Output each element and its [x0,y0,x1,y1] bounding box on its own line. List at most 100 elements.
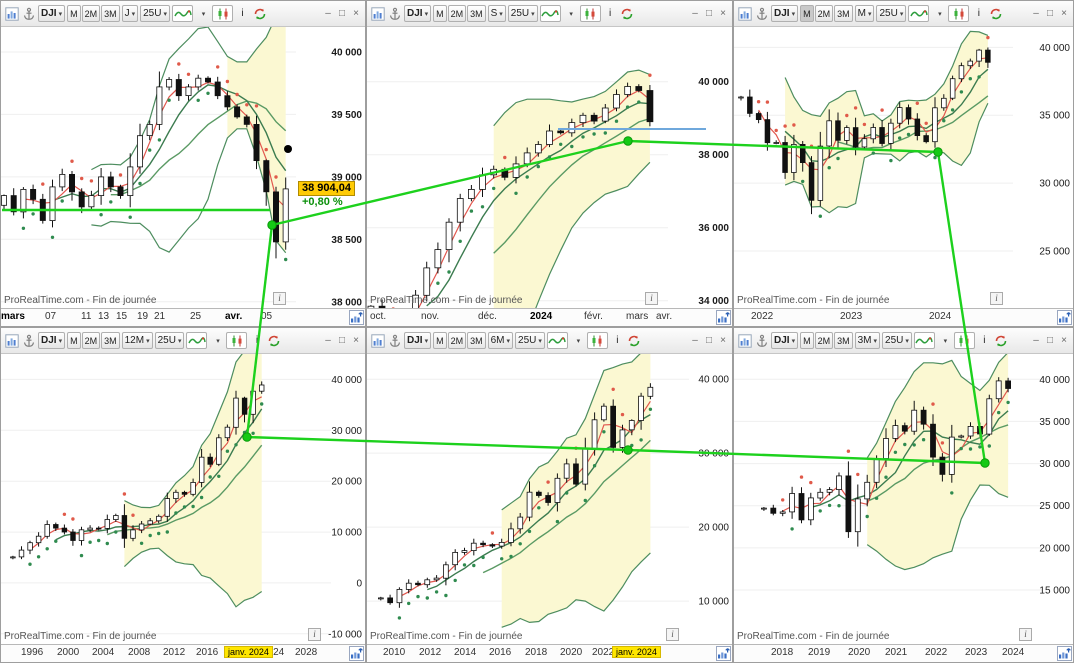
chart-style-dropdown-icon[interactable]: ▾ [938,10,942,18]
close-button[interactable]: × [720,335,726,346]
minimize-button[interactable]: – [1033,335,1039,346]
anchor-icon[interactable] [387,6,402,22]
period-button-m[interactable]: M [433,5,447,22]
period-button-2m[interactable]: 2M [81,5,101,22]
info-icon[interactable]: i [609,8,612,19]
timeframe-select[interactable]: M ▾ [854,5,875,22]
refresh-icon[interactable] [252,6,267,22]
refresh-icon[interactable] [620,6,635,22]
publish-chart-button[interactable] [716,310,731,325]
period-button-m[interactable]: M [800,5,814,22]
chart-info-button[interactable]: i [1019,628,1032,641]
candlestick-style-icon[interactable] [579,5,601,22]
minimize-button[interactable]: – [1033,8,1039,19]
info-icon[interactable]: i [241,8,244,19]
timeframe-select[interactable]: J ▾ [121,5,139,22]
symbol-select[interactable]: DJI ▾ [38,332,66,349]
chart-window-icon[interactable] [4,6,19,22]
chart-info-button[interactable]: i [308,628,321,641]
info-icon[interactable]: i [983,335,986,346]
period-button-2m[interactable]: 2M [814,332,834,349]
period-button-3m[interactable]: 3M [467,5,486,22]
chart-window-icon[interactable] [737,333,752,349]
timeframe-select[interactable]: 12M ▾ [121,332,153,349]
indicator-wave-icon[interactable] [539,5,561,22]
close-button[interactable]: × [720,8,726,19]
period-button-m[interactable]: M [67,332,81,349]
publish-chart-button[interactable] [349,310,364,325]
chart-info-button[interactable]: i [990,292,1003,305]
candlestick-style-icon[interactable] [226,332,248,349]
period-button-3m[interactable]: 3M [101,332,120,349]
chart-style-dropdown-icon[interactable]: ▾ [943,337,948,345]
symbol-select[interactable]: DJI ▾ [38,5,66,22]
candlestick-style-icon[interactable] [212,5,233,22]
chart-window-icon[interactable] [370,333,385,349]
anchor-icon[interactable] [754,333,769,349]
chart-info-button[interactable]: i [666,628,679,641]
chart-style-dropdown-icon[interactable]: ▾ [201,10,206,18]
info-icon[interactable]: i [255,335,259,346]
info-icon[interactable]: i [616,335,619,346]
close-button[interactable]: × [353,335,359,346]
period-button-2m[interactable]: 2M [447,5,467,22]
info-icon[interactable]: i [977,8,980,19]
period-button-3m[interactable]: 3M [101,5,120,22]
symbol-select[interactable]: DJI ▾ [771,5,799,22]
chart-area[interactable]: 40 000 30 000 20 000 10 000 0 -10 000 ProReal… [1,354,365,644]
period-button-2m[interactable]: 2M [814,5,834,22]
chart-area[interactable]: 40 000 35 000 30 000 25 000 ProRealTime.com… [734,27,1073,308]
indicator-wave-icon[interactable] [172,5,193,22]
candlestick-style-icon[interactable] [953,332,975,349]
publish-chart-button[interactable] [1057,310,1072,325]
refresh-icon[interactable] [627,333,642,349]
symbol-select[interactable]: DJI ▾ [404,5,432,22]
indicator-wave-icon[interactable] [913,332,935,349]
anchor-icon[interactable] [754,6,769,22]
units-select[interactable]: 25U ▾ [876,5,907,22]
period-button-3m[interactable]: 3M [834,332,853,349]
period-button-2m[interactable]: 2M [447,332,467,349]
chart-area[interactable]: 40 000 38 000 36 000 34 000 ProRealTime.com… [367,27,732,308]
chart-area[interactable]: 40 000 39 500 39 000 38 500 38 000 ProRealTi… [1,27,365,308]
chart-info-button[interactable]: i [645,292,658,305]
timeframe-select[interactable]: 6M ▾ [487,332,514,349]
anchor-icon[interactable] [21,6,36,22]
minimize-button[interactable]: – [692,8,698,19]
minimize-button[interactable]: – [325,8,331,19]
maximize-button[interactable]: □ [1046,8,1054,19]
units-select[interactable]: 25U ▾ [882,332,912,349]
units-select[interactable]: 25U ▾ [154,332,185,349]
period-button-3m[interactable]: 3M [834,5,853,22]
anchor-icon[interactable] [387,333,402,349]
maximize-button[interactable]: □ [338,335,346,346]
maximize-button[interactable]: □ [705,8,713,19]
maximize-button[interactable]: □ [705,335,713,346]
symbol-select[interactable]: DJI ▾ [771,332,799,349]
refresh-icon[interactable] [266,333,281,349]
chart-style-dropdown-icon[interactable]: ▾ [576,337,581,345]
period-button-3m[interactable]: 3M [467,332,486,349]
indicator-wave-icon[interactable] [186,332,208,349]
units-select[interactable]: 25U ▾ [507,5,538,22]
refresh-icon[interactable] [988,6,1003,22]
close-button[interactable]: × [1061,8,1067,19]
chart-area[interactable]: 40 000 30 000 20 000 10 000 ProRealTime.com… [367,354,732,644]
publish-chart-button[interactable] [1057,646,1072,661]
chart-window-icon[interactable] [370,6,385,22]
indicator-wave-icon[interactable] [908,5,930,22]
symbol-select[interactable]: DJI ▾ [404,332,432,349]
indicator-wave-icon[interactable] [546,332,568,349]
maximize-button[interactable]: □ [338,8,346,19]
units-select[interactable]: 25U ▾ [515,332,545,349]
chart-style-dropdown-icon[interactable]: ▾ [569,10,573,18]
minimize-button[interactable]: – [692,335,698,346]
refresh-icon[interactable] [994,333,1009,349]
chart-area[interactable]: 40 000 35 000 30 000 25 000 20 000 15 000 Pro… [734,354,1073,644]
close-button[interactable]: × [1061,335,1067,346]
period-button-2m[interactable]: 2M [81,332,101,349]
maximize-button[interactable]: □ [1046,335,1054,346]
anchor-icon[interactable] [21,333,36,349]
minimize-button[interactable]: – [325,335,331,346]
chart-window-icon[interactable] [4,333,19,349]
